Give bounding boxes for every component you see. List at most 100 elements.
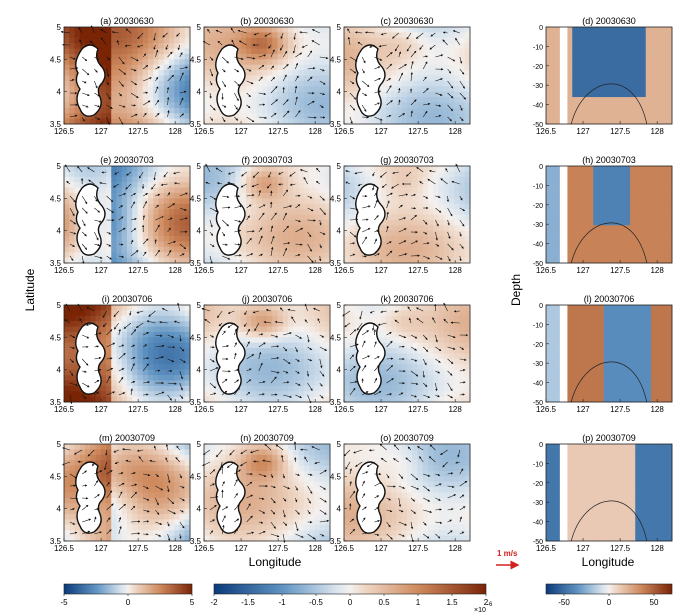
field-cell bbox=[179, 32, 186, 39]
field-cell bbox=[349, 182, 355, 188]
field-cell bbox=[106, 86, 112, 93]
field-cell bbox=[121, 37, 128, 44]
y-tick-label: 4.5 bbox=[330, 194, 342, 203]
field-cell bbox=[598, 171, 605, 178]
field-cell bbox=[288, 102, 294, 109]
field-cell bbox=[116, 80, 123, 87]
field-cell bbox=[95, 48, 102, 55]
field-cell bbox=[546, 236, 552, 242]
y-tick-label: -20 bbox=[533, 203, 543, 210]
field-cell bbox=[79, 182, 86, 188]
field-cell bbox=[401, 64, 408, 71]
velocity-arrow bbox=[118, 243, 124, 246]
field-cell bbox=[235, 391, 242, 398]
field-cell bbox=[428, 214, 434, 221]
field-cell bbox=[386, 166, 392, 172]
field-cell bbox=[153, 118, 159, 125]
field-cell bbox=[428, 182, 434, 188]
field-cell bbox=[577, 257, 584, 264]
field-cell bbox=[288, 342, 294, 349]
field-cell bbox=[272, 214, 278, 221]
velocity-arrow bbox=[349, 207, 359, 211]
field-cell bbox=[158, 257, 165, 264]
field-cell bbox=[661, 27, 668, 33]
field-cell bbox=[407, 43, 413, 49]
field-cell bbox=[148, 331, 154, 338]
field-cell bbox=[417, 59, 424, 66]
field-cell bbox=[127, 353, 133, 360]
velocity-arrow bbox=[227, 181, 235, 185]
field-cell bbox=[261, 353, 268, 360]
field-cell bbox=[246, 257, 252, 264]
field-cell bbox=[153, 182, 159, 188]
field-cell bbox=[630, 241, 636, 248]
y-tick-label: 5 bbox=[57, 301, 62, 310]
field-cell bbox=[319, 225, 326, 232]
field-cell bbox=[169, 37, 175, 44]
velocity-arrow bbox=[79, 318, 83, 324]
field-cell bbox=[464, 219, 471, 226]
field-cell bbox=[546, 53, 552, 60]
field-cell bbox=[100, 113, 107, 120]
field-cell bbox=[90, 315, 96, 322]
field-cell bbox=[666, 48, 673, 55]
field-cell bbox=[282, 203, 289, 210]
panel-title: (i) 20030706 bbox=[102, 294, 153, 304]
field-cell bbox=[593, 27, 599, 33]
field-cell bbox=[148, 225, 154, 232]
field-cell bbox=[635, 80, 641, 87]
field-cell bbox=[438, 32, 445, 39]
field-cell bbox=[645, 252, 652, 259]
field-cell bbox=[184, 375, 191, 381]
field-cell bbox=[116, 305, 123, 311]
field-cell bbox=[401, 182, 408, 188]
field-cell bbox=[256, 241, 263, 248]
field-cell bbox=[116, 321, 123, 327]
field-cell bbox=[240, 118, 247, 125]
velocity-arrow bbox=[253, 32, 259, 36]
velocity-arrow bbox=[99, 181, 107, 185]
field-cell bbox=[142, 246, 149, 253]
field-cell bbox=[598, 80, 605, 87]
field-cell bbox=[293, 37, 299, 44]
field-cell bbox=[288, 176, 294, 183]
field-cell bbox=[111, 176, 117, 183]
field-cell bbox=[272, 236, 278, 242]
field-cell bbox=[619, 176, 626, 183]
field-cell bbox=[464, 236, 471, 242]
velocity-arrow bbox=[447, 207, 453, 217]
velocity-arrow bbox=[364, 31, 375, 34]
field-cell bbox=[288, 315, 294, 322]
field-cell bbox=[116, 225, 123, 232]
field-cell bbox=[163, 75, 170, 82]
field-cell bbox=[267, 380, 273, 387]
field-cell bbox=[219, 113, 226, 120]
field-cell bbox=[661, 64, 668, 71]
field-cell bbox=[556, 166, 563, 172]
field-cell bbox=[106, 252, 112, 259]
field-cell bbox=[354, 118, 361, 125]
velocity-arrow bbox=[179, 334, 182, 342]
field-cell bbox=[614, 176, 620, 183]
field-cell bbox=[417, 241, 424, 248]
field-cell bbox=[314, 192, 320, 199]
field-cell bbox=[148, 32, 154, 39]
field-cell bbox=[267, 192, 273, 199]
field-cell bbox=[438, 198, 445, 205]
field-cell bbox=[148, 187, 154, 194]
field-cell bbox=[309, 192, 315, 199]
velocity-arrow bbox=[282, 50, 288, 58]
field-cell bbox=[277, 48, 284, 55]
field-cell bbox=[240, 102, 247, 109]
field-cell bbox=[209, 171, 215, 178]
field-cell bbox=[593, 171, 599, 178]
field-cell bbox=[303, 326, 310, 333]
field-cell bbox=[588, 75, 594, 82]
field-cell bbox=[438, 53, 445, 60]
field-cell bbox=[69, 43, 75, 49]
field-cell bbox=[401, 118, 408, 125]
field-cell bbox=[293, 107, 299, 114]
field-cell bbox=[111, 246, 117, 253]
field-cell bbox=[69, 252, 75, 259]
